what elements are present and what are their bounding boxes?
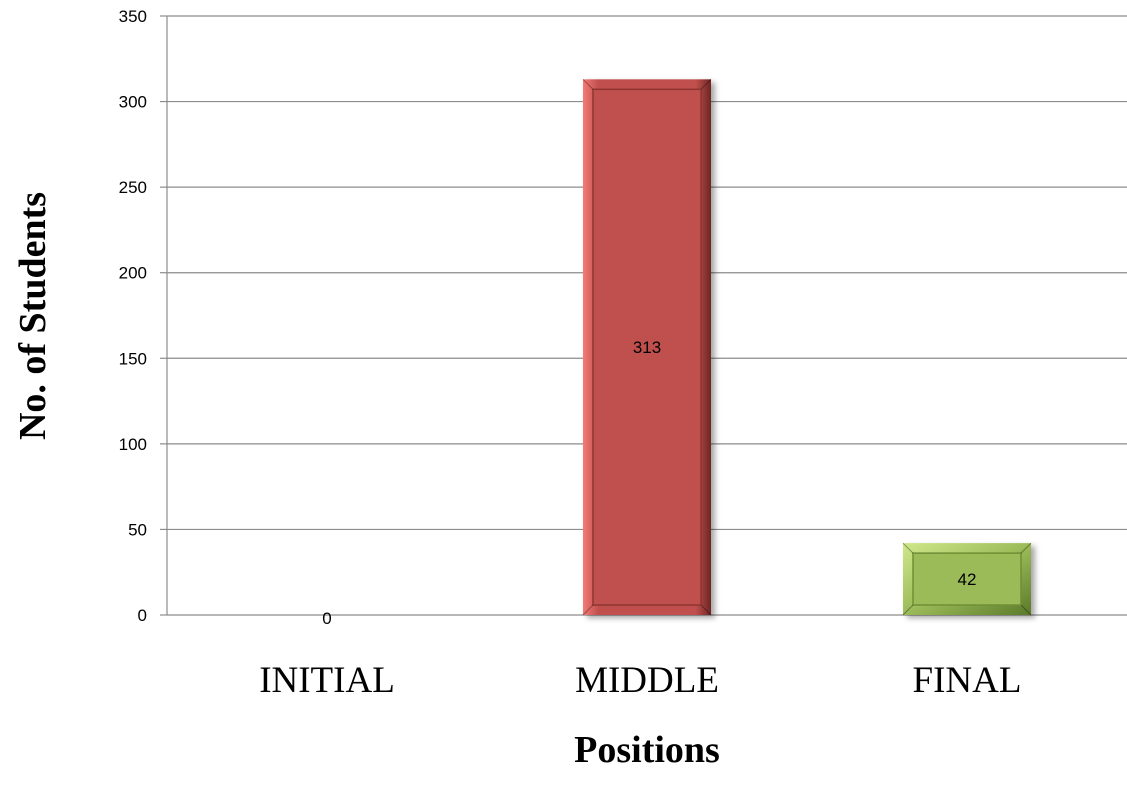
- y-tick-labels: 0 50 100 150 200 250 300 350: [119, 7, 147, 625]
- data-label: 42: [958, 570, 977, 589]
- bar-middle: [582, 78, 712, 616]
- y-tick-label: 50: [128, 520, 147, 539]
- x-axis-title: Positions: [574, 729, 720, 771]
- x-category-label: MIDDLE: [575, 660, 719, 701]
- x-category-labels: INITIAL MIDDLE FINAL: [259, 660, 1021, 701]
- x-category-label: FINAL: [913, 660, 1022, 701]
- y-tick-label: 300: [119, 93, 147, 112]
- y-tick-label: 350: [119, 7, 147, 26]
- y-tick-label: 0: [138, 606, 147, 625]
- y-tick-label: 200: [119, 264, 147, 283]
- y-tick-label: 250: [119, 178, 147, 197]
- x-category-label: INITIAL: [259, 660, 395, 701]
- data-label: 313: [633, 338, 661, 357]
- y-tick-label: 100: [119, 435, 147, 454]
- data-labels: 0 313 42: [322, 338, 976, 628]
- y-axis-title: No. of Students: [12, 192, 54, 440]
- y-tick-label: 150: [119, 349, 147, 368]
- data-label: 0: [322, 609, 331, 628]
- bars: [582, 78, 1032, 616]
- bar-final: [902, 542, 1032, 616]
